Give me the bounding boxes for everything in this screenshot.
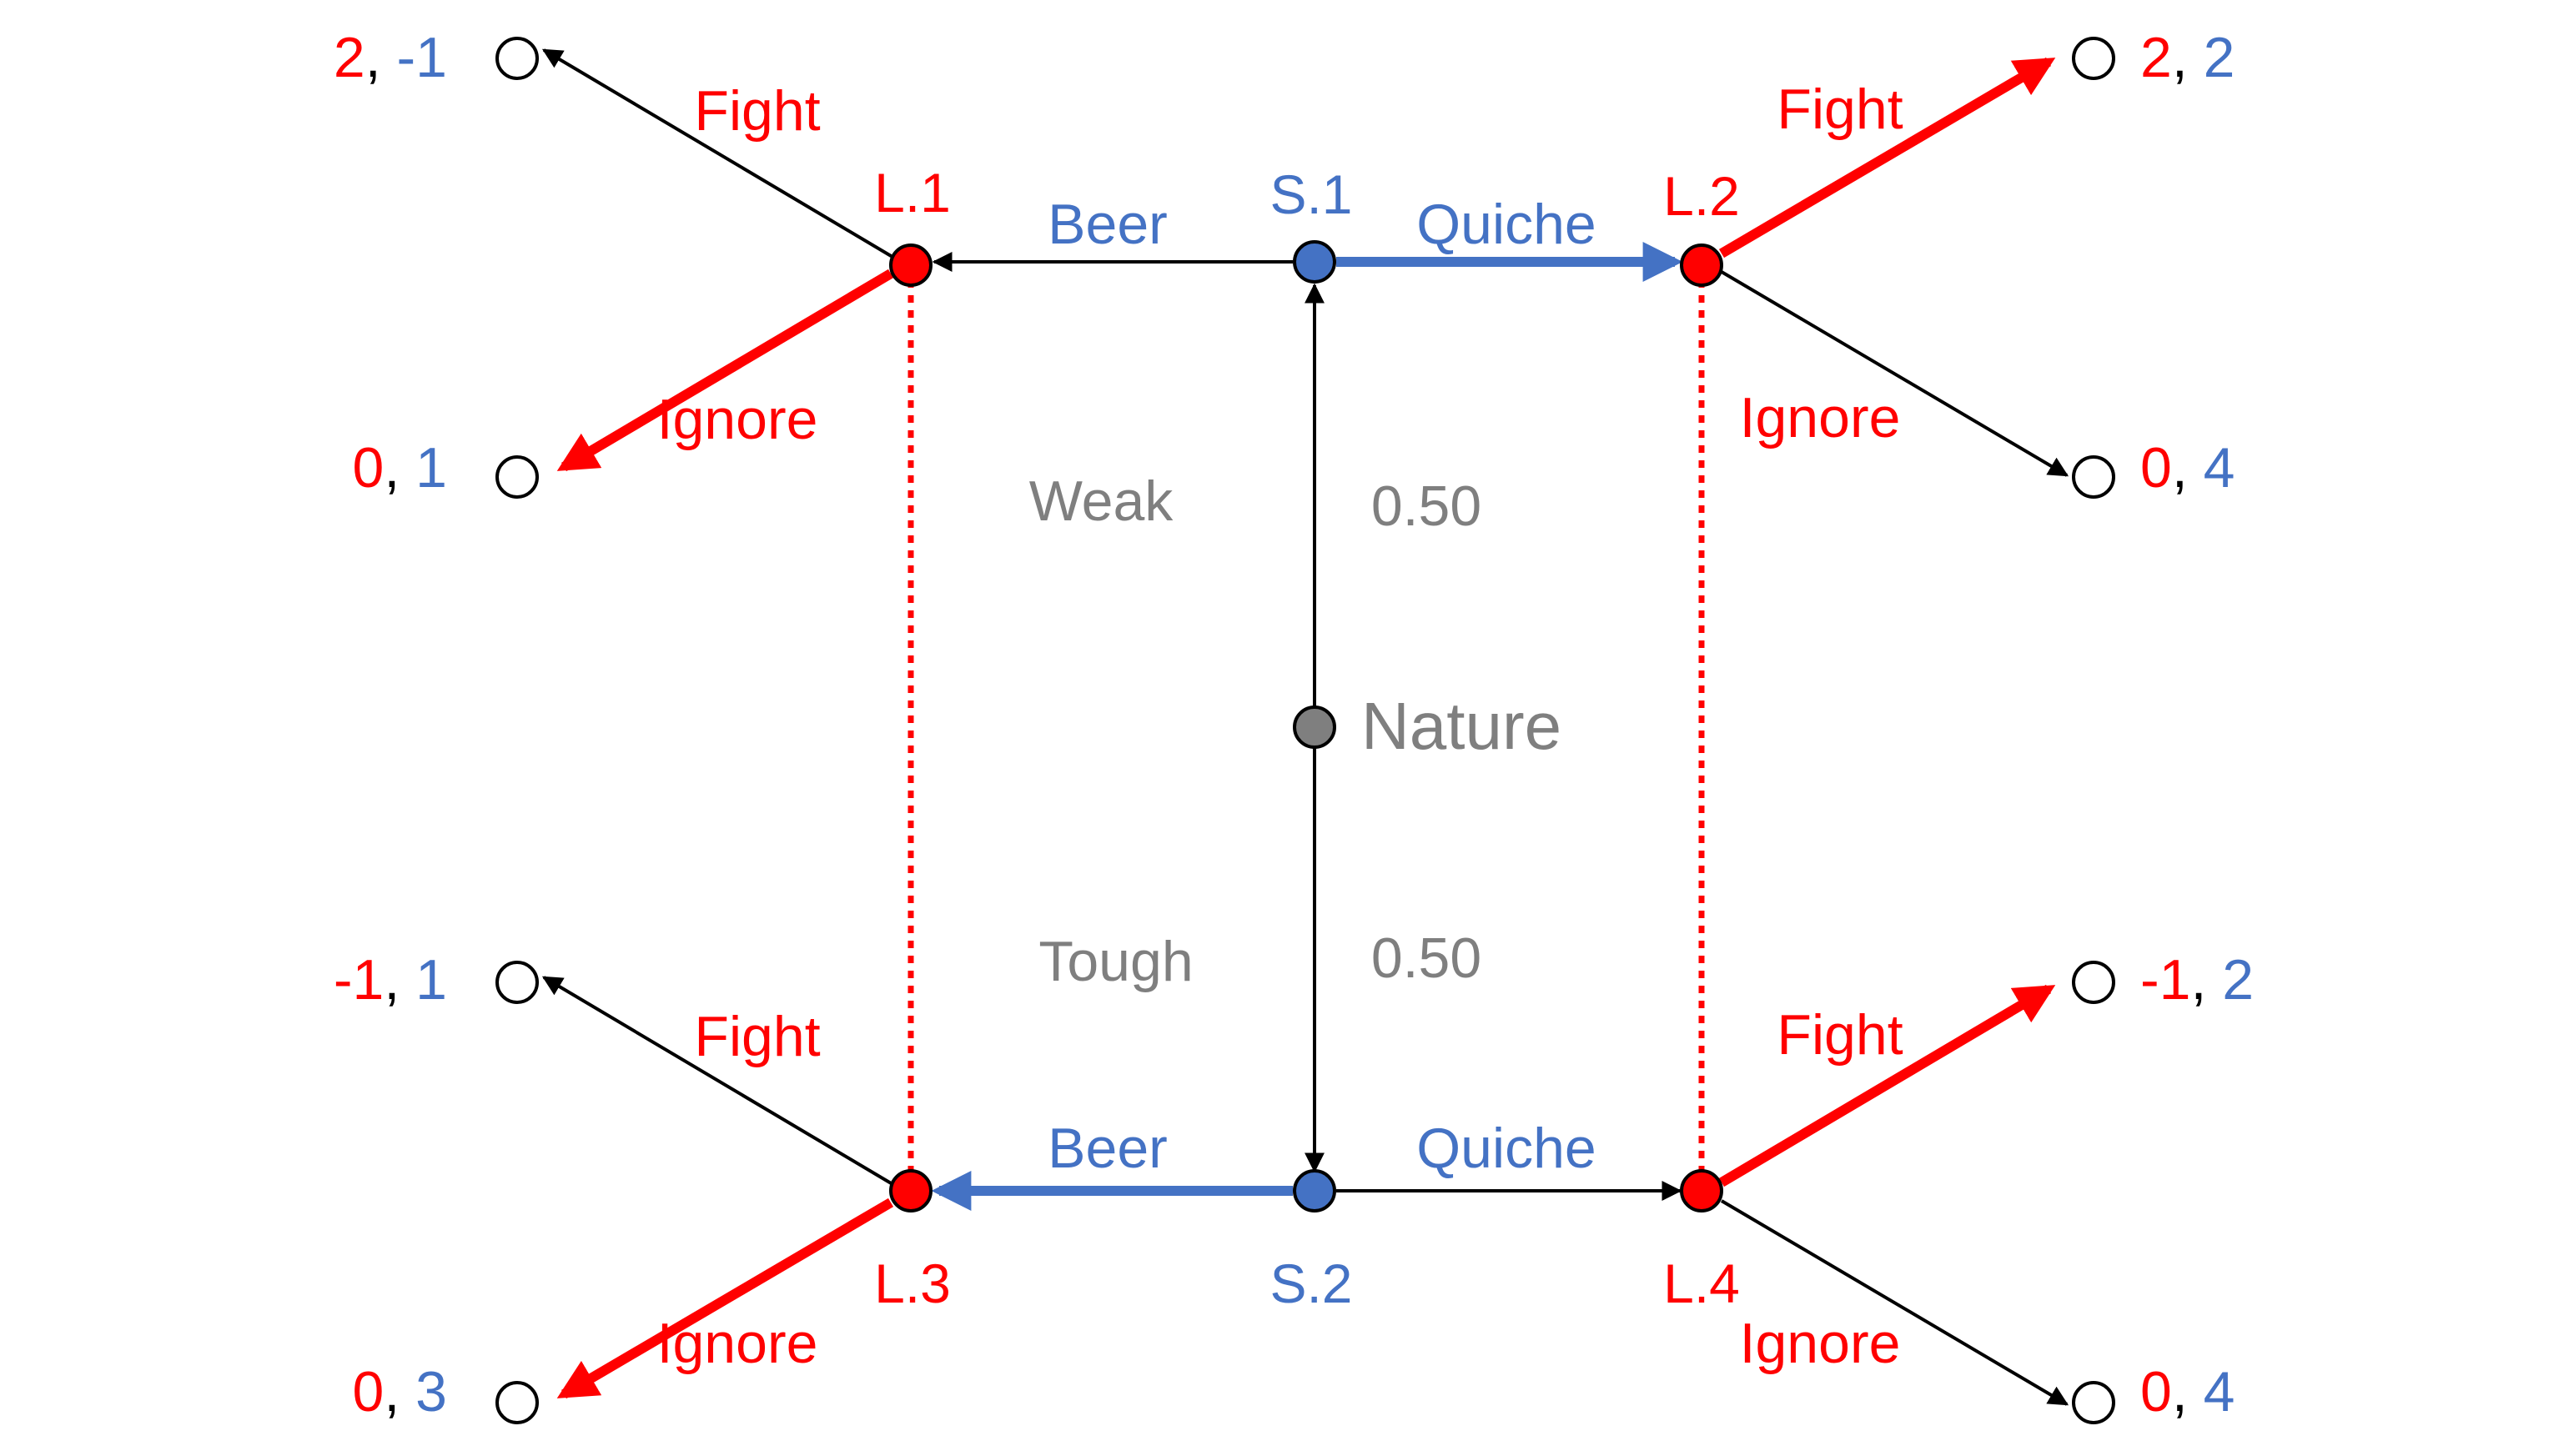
payoff-l2-ignore: 0, 4 <box>2140 436 2235 500</box>
leader-node-l2 <box>1680 244 1723 287</box>
node-label-l1: L.1 <box>874 162 951 223</box>
action-label-quiche-bottom: Quiche <box>1416 1117 1596 1180</box>
leader-node-l3 <box>889 1169 933 1212</box>
type-label-tough: Tough <box>1038 930 1193 993</box>
edge-l3-fight <box>541 976 894 1186</box>
terminal-node <box>2072 961 2115 1004</box>
action-label-l1-ignore: Ignore <box>657 388 818 451</box>
action-label-l2-fight: Fight <box>1777 78 1903 141</box>
action-label-l3-fight: Fight <box>694 1005 820 1068</box>
leader-node-l1 <box>889 244 933 287</box>
payoff-l2-fight: 2, 2 <box>2140 26 2235 89</box>
edge-l2-ignore <box>1720 270 2069 477</box>
terminal-node <box>2072 455 2115 499</box>
node-label-l2: L.2 <box>1663 165 1740 227</box>
nature-label: Nature <box>1361 689 1561 763</box>
action-label-beer-top: Beer <box>1048 193 1168 256</box>
probability-weak: 0.50 <box>1371 474 1481 538</box>
action-label-l4-ignore: Ignore <box>1740 1312 1901 1375</box>
node-label-s1: S.1 <box>1269 163 1352 225</box>
node-label-s2: S.2 <box>1269 1253 1352 1314</box>
nature-node <box>1293 705 1336 749</box>
sender-node-s2 <box>1293 1169 1336 1212</box>
edge-l4-fight <box>1718 984 2056 1187</box>
payoff-l1-ignore: 0, 1 <box>353 436 447 500</box>
payoff-l3-fight: -1, 1 <box>334 948 447 1012</box>
action-label-l1-fight: Fight <box>694 79 820 143</box>
terminal-node <box>495 455 539 499</box>
sender-node-s1 <box>1293 240 1336 284</box>
edge-l4-ignore <box>1720 1199 2069 1406</box>
action-label-l2-ignore: Ignore <box>1740 386 1901 449</box>
action-label-l4-fight: Fight <box>1777 1003 1903 1067</box>
terminal-node <box>495 961 539 1004</box>
node-label-l3: L.3 <box>874 1253 951 1314</box>
edge-l1-ignore <box>556 269 894 472</box>
payoff-l3-ignore: 0, 3 <box>353 1360 447 1423</box>
node-label-l4: L.4 <box>1663 1253 1740 1314</box>
probability-tough: 0.50 <box>1371 926 1481 990</box>
edge-l3-ignore <box>556 1197 894 1399</box>
action-label-quiche-top: Quiche <box>1416 193 1596 256</box>
terminal-node <box>495 37 539 80</box>
type-label-weak: Weak <box>1029 469 1174 533</box>
terminal-node <box>2072 37 2115 80</box>
action-label-beer-bottom: Beer <box>1048 1117 1168 1180</box>
edge-l1-fight <box>541 48 894 259</box>
leader-node-l4 <box>1680 1169 1723 1212</box>
terminal-node <box>2072 1381 2115 1424</box>
edge-l2-fight <box>1718 57 2056 259</box>
action-label-l3-ignore: Ignore <box>657 1312 818 1375</box>
payoff-l4-fight: -1, 2 <box>2140 948 2254 1012</box>
terminal-node <box>495 1381 539 1424</box>
payoff-l4-ignore: 0, 4 <box>2140 1360 2235 1423</box>
payoff-l1-fight: 2, -1 <box>334 26 447 89</box>
